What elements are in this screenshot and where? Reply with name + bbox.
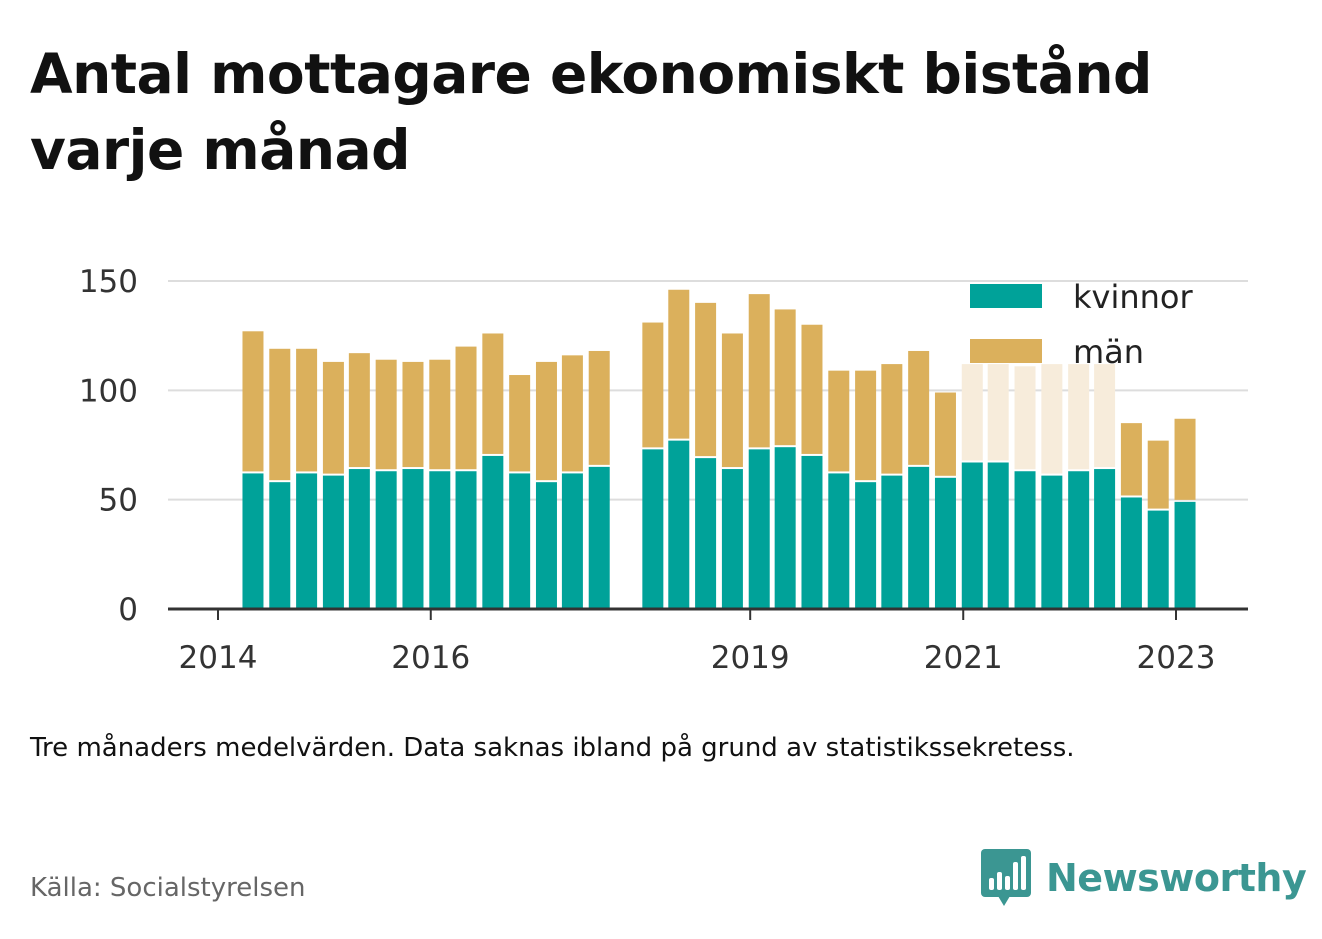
bar-kvinnor xyxy=(348,469,370,609)
bar-kvinnor xyxy=(402,469,424,609)
source-credit: Källa: Socialstyrelsen xyxy=(30,873,306,903)
bar-kvinnor xyxy=(855,482,877,609)
bar-man xyxy=(774,309,796,446)
x-tick-label: 2023 xyxy=(1137,640,1216,676)
bar-man xyxy=(322,361,344,474)
bar-kvinnor xyxy=(961,462,983,609)
bar-man xyxy=(429,359,451,470)
bar-man xyxy=(535,361,557,481)
chart-area: 0 50 100 150 2014 2016 2019 2021 2023 kvinnor mä… xyxy=(79,264,1248,676)
bar-kvinnor xyxy=(1014,471,1036,609)
x-tick-label: 2019 xyxy=(711,640,790,676)
legend-swatch-kvinnor xyxy=(970,284,1042,308)
x-tick-label: 2021 xyxy=(924,640,1003,676)
bar-man xyxy=(1120,423,1142,496)
bar-kvinnor xyxy=(561,473,583,609)
bar-man xyxy=(721,333,743,468)
bar-man xyxy=(908,350,930,465)
bar-kvinnor xyxy=(375,471,397,609)
bar-kvinnor xyxy=(748,449,770,609)
bar-man xyxy=(561,355,583,472)
bar-kvinnor xyxy=(322,475,344,609)
bar-kvinnor xyxy=(642,449,664,609)
bar-kvinnor xyxy=(934,477,956,609)
bar-kvinnor xyxy=(774,447,796,609)
bar-man xyxy=(668,289,690,439)
bar-kvinnor xyxy=(535,482,557,609)
bar-man xyxy=(801,324,823,454)
bar-kvinnor xyxy=(908,466,930,609)
bar-man-faded xyxy=(987,364,1009,461)
brand-logo: Newsworthy xyxy=(980,848,1307,908)
bar-man xyxy=(402,361,424,468)
bar-man xyxy=(1147,440,1169,509)
bar-man xyxy=(642,322,664,448)
bar-kvinnor xyxy=(482,455,504,609)
bar-man xyxy=(482,333,504,454)
bar-man xyxy=(455,346,477,470)
bar-man-faded xyxy=(1014,366,1036,470)
bar-man xyxy=(348,353,370,468)
bar-man xyxy=(242,331,264,472)
bar-kvinnor xyxy=(1147,510,1169,609)
bar-man xyxy=(695,302,717,457)
axes: 0 50 100 150 2014 2016 2019 2021 2023 xyxy=(79,264,1248,676)
bar-kvinnor xyxy=(588,466,610,609)
bar-kvinnor xyxy=(801,455,823,609)
x-tick-label: 2014 xyxy=(179,640,258,676)
bar-kvinnor xyxy=(828,473,850,609)
bar-man xyxy=(881,364,903,474)
legend-label-man: män xyxy=(1073,333,1144,371)
bar-kvinnor xyxy=(695,458,717,609)
bar-man-faded xyxy=(1068,364,1090,470)
bar-kvinnor xyxy=(1068,471,1090,609)
bar-kvinnor xyxy=(987,462,1009,609)
bar-kvinnor xyxy=(455,471,477,609)
y-tick-label: 0 xyxy=(118,592,138,628)
bar-man-faded xyxy=(1094,364,1116,468)
bar-man xyxy=(1174,418,1196,500)
y-tick-label: 50 xyxy=(99,483,138,519)
bar-kvinnor xyxy=(296,473,318,609)
bar-man xyxy=(296,348,318,472)
bars xyxy=(242,289,1196,609)
brand-name: Newsworthy xyxy=(1046,856,1307,900)
bar-man xyxy=(375,359,397,470)
bar-kvinnor xyxy=(1120,497,1142,609)
y-tick-label: 150 xyxy=(79,264,138,300)
bar-man-faded xyxy=(1041,364,1063,474)
legend: kvinnor män xyxy=(970,278,1194,371)
bar-man xyxy=(509,375,531,472)
bar-kvinnor xyxy=(1041,475,1063,609)
x-tick-label: 2016 xyxy=(391,640,470,676)
chart-note: Tre månaders medelvärden. Data saknas ib… xyxy=(30,733,1075,763)
bar-kvinnor xyxy=(269,482,291,609)
bar-kvinnor xyxy=(668,440,690,609)
legend-swatch-man xyxy=(970,339,1042,363)
chart-title: Antal mottagare ekonomiskt bistånd varje… xyxy=(30,42,1152,182)
bar-kvinnor xyxy=(429,471,451,609)
bar-man xyxy=(855,370,877,481)
bar-man xyxy=(828,370,850,472)
bar-man xyxy=(588,350,610,465)
bar-kvinnor xyxy=(509,473,531,609)
legend-label-kvinnor: kvinnor xyxy=(1073,278,1194,316)
bar-kvinnor xyxy=(881,475,903,609)
bar-chart-speech-bubble-icon xyxy=(981,849,1031,906)
y-tick-label: 100 xyxy=(79,373,138,409)
bar-kvinnor xyxy=(1174,501,1196,609)
bar-man-faded xyxy=(961,364,983,461)
bar-kvinnor xyxy=(242,473,264,609)
bar-kvinnor xyxy=(1094,469,1116,609)
bar-man xyxy=(269,348,291,481)
bar-man xyxy=(934,392,956,476)
bar-man xyxy=(748,294,770,448)
bar-kvinnor xyxy=(721,469,743,609)
